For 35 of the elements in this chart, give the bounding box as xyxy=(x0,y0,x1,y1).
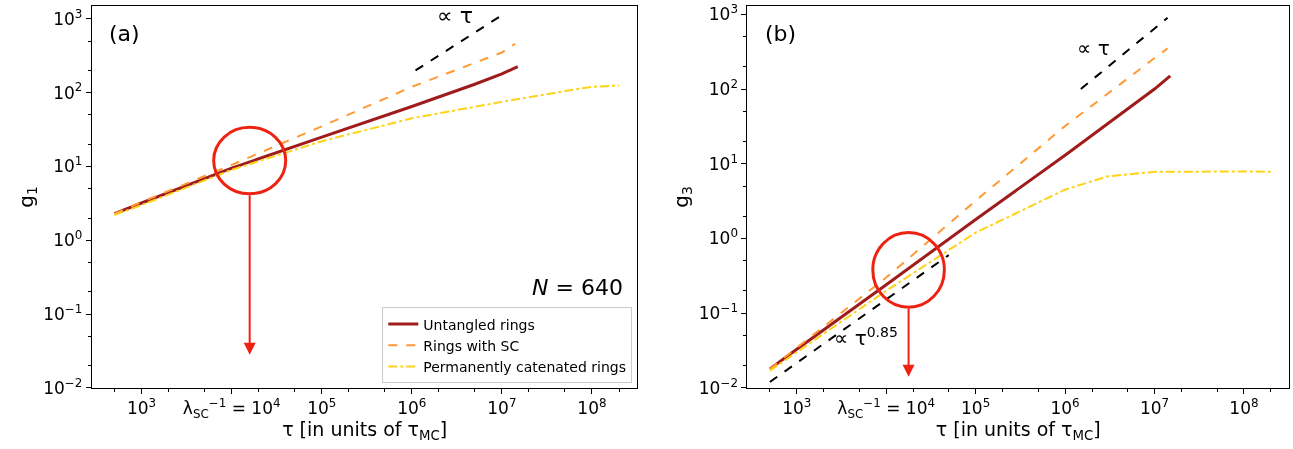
legend-label: Rings with SC xyxy=(423,337,520,354)
x-tick-label: 10$^{8}$ xyxy=(577,396,607,419)
x-tick-label: 10$^{3}$ xyxy=(126,396,157,419)
y-tick-label: 10$^{3}$ xyxy=(53,6,83,29)
y-tick-label: 10$^{0}$ xyxy=(708,226,738,249)
y-tick-label: 10$^{3}$ xyxy=(708,2,738,25)
y-tick-label: 10$^{2}$ xyxy=(53,80,83,103)
annotation: ∝ τ$^{0.85}$ xyxy=(834,324,898,351)
y-tick-label: 10$^{1}$ xyxy=(708,151,738,174)
x-tick-label: 10$^{8}$ xyxy=(1229,396,1259,419)
x-axis-title: τ [in units of τ$_{MC}$] xyxy=(935,418,1101,444)
x-tick-label: 10$^{5}$ xyxy=(961,396,991,419)
legend-label: Untangled rings xyxy=(423,316,535,333)
x-tick-label: λ$_{SC}$$^{−1}$ = 10$^{4}$ xyxy=(837,396,936,421)
x-tick-label: λ$_{SC}$$^{−1}$ = 10$^{4}$ xyxy=(182,396,281,421)
x-tick-label: 10$^{6}$ xyxy=(1050,396,1080,419)
x-tick-label: 10$^{5}$ xyxy=(307,396,337,419)
x-tick-label: 10$^{6}$ xyxy=(397,396,427,419)
y-tick-label: 10$^{1}$ xyxy=(53,154,83,177)
y-tick-label: 10$^{−2}$ xyxy=(698,375,738,398)
x-axis-title: τ [in units of τ$_{MC}$] xyxy=(282,418,448,444)
y-tick-label: 10$^{0}$ xyxy=(53,228,83,251)
annotation: ∝ τ xyxy=(1077,36,1110,60)
y-tick-label: 10$^{−1}$ xyxy=(698,301,738,324)
annotation: ∝ τ xyxy=(437,3,473,28)
y-tick-label: 10$^{−1}$ xyxy=(43,301,83,325)
y-tick-label: 10$^{2}$ xyxy=(708,76,738,100)
legend-label: Permanently catenated rings xyxy=(423,358,627,375)
x-tick-label: 10$^{7}$ xyxy=(487,396,517,419)
annotation: N = 640 xyxy=(532,275,623,300)
y-tick-label: 10$^{−2}$ xyxy=(43,375,83,398)
x-tick-label: 10$^{7}$ xyxy=(1139,396,1170,419)
x-tick-label: 10$^{3}$ xyxy=(782,396,812,419)
text: (b) xyxy=(765,21,797,46)
text: (a) xyxy=(109,21,140,46)
